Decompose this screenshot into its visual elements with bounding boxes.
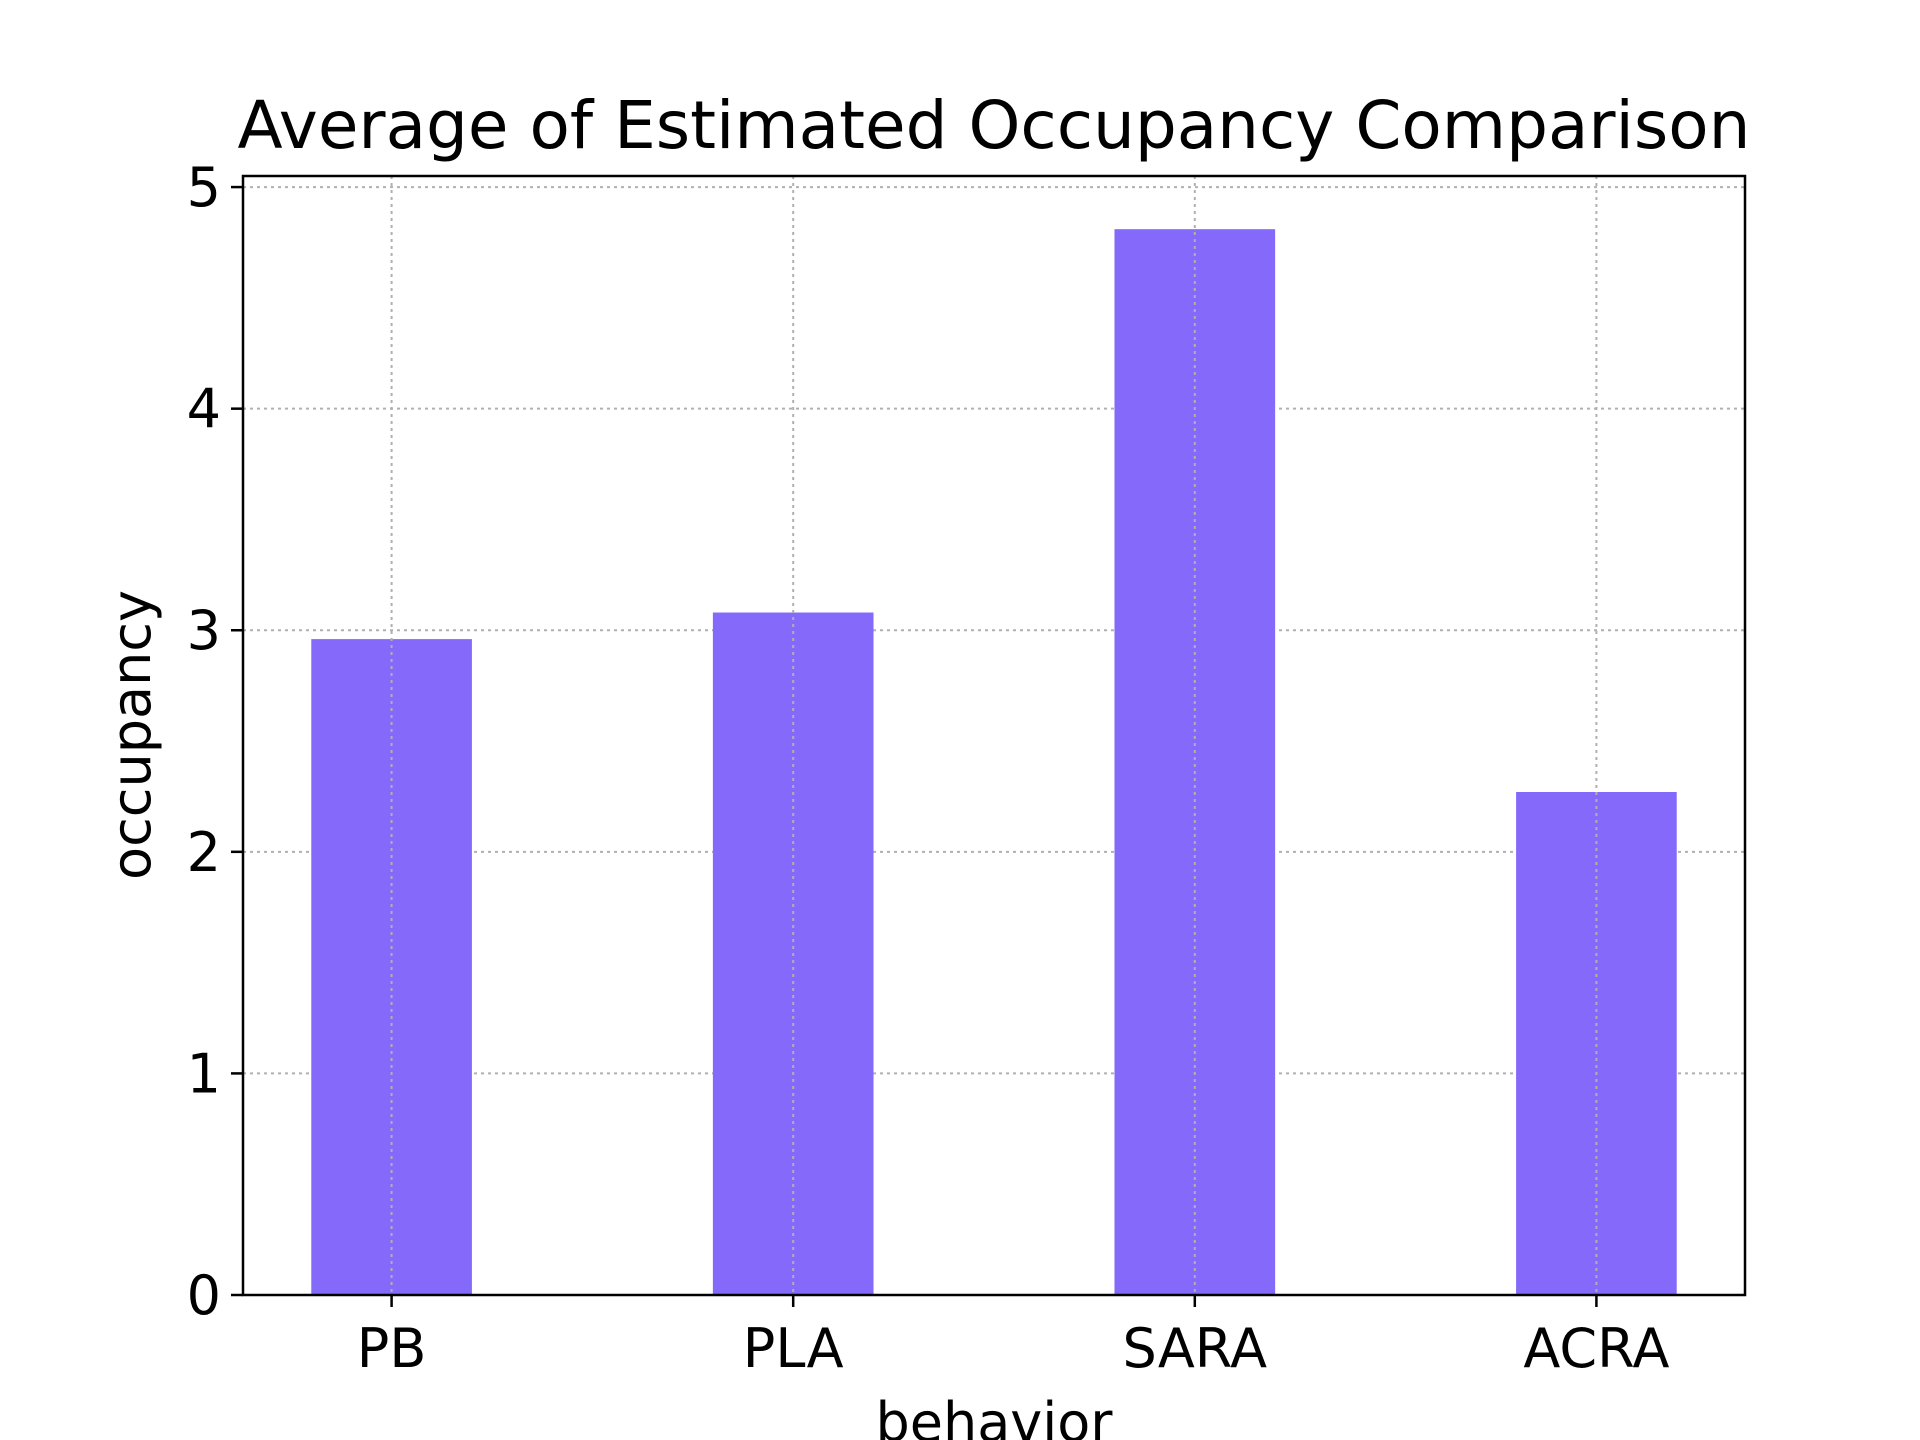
y-tick-label: 5 <box>187 156 221 219</box>
x-tick-label: SARA <box>1123 1317 1268 1380</box>
x-tick-label: ACRA <box>1523 1317 1669 1380</box>
bar-acra <box>1516 792 1677 1295</box>
vertical-grid-lines <box>390 176 1598 1295</box>
y-tick-label: 3 <box>187 599 221 662</box>
y-tick-label: 4 <box>187 378 221 441</box>
x-axis-ticks: PB PLA SARA ACRA <box>357 1295 1669 1380</box>
x-axis-label: behavior <box>875 1391 1113 1440</box>
y-tick-label: 2 <box>187 821 221 884</box>
x-tick-label: PLA <box>743 1317 844 1380</box>
x-tick-label: PB <box>357 1317 427 1380</box>
chart-title: Average of Estimated Occupancy Compariso… <box>237 87 1750 164</box>
y-tick-label: 0 <box>187 1264 221 1327</box>
bar-sara <box>1114 229 1276 1296</box>
y-tick-label: 1 <box>187 1042 221 1105</box>
plot-frame <box>241 174 1747 1297</box>
y-axis-ticks: 0 1 2 3 4 5 <box>187 156 243 1327</box>
y-axis-label: occupancy <box>100 590 163 880</box>
bars <box>311 229 1677 1296</box>
